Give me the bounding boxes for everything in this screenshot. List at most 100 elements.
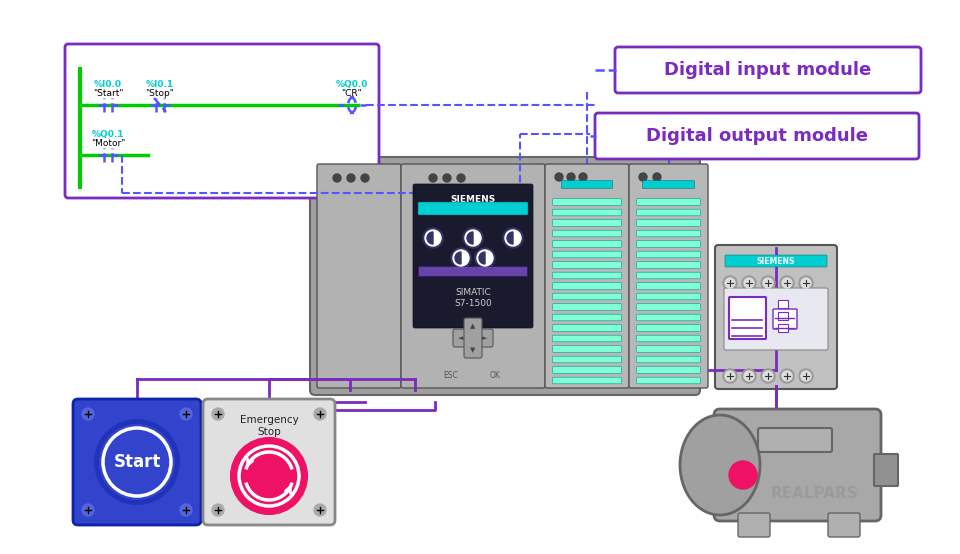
Circle shape <box>761 276 775 290</box>
Circle shape <box>314 408 326 420</box>
FancyBboxPatch shape <box>636 283 700 289</box>
Circle shape <box>457 174 465 182</box>
Text: "Start": "Start" <box>93 89 123 98</box>
Wedge shape <box>455 252 461 264</box>
FancyBboxPatch shape <box>553 314 621 321</box>
Circle shape <box>579 173 587 181</box>
Circle shape <box>742 369 756 383</box>
FancyBboxPatch shape <box>778 300 788 308</box>
Text: Emergency
Stop: Emergency Stop <box>240 415 299 437</box>
Text: ESC: ESC <box>444 371 458 380</box>
FancyBboxPatch shape <box>724 288 828 350</box>
Circle shape <box>314 504 326 516</box>
Circle shape <box>801 278 811 288</box>
FancyBboxPatch shape <box>778 324 788 332</box>
Text: REALPARS: REALPARS <box>771 485 859 500</box>
FancyBboxPatch shape <box>636 367 700 373</box>
Circle shape <box>725 371 735 381</box>
Text: ▲: ▲ <box>470 323 476 329</box>
FancyBboxPatch shape <box>553 199 621 206</box>
FancyBboxPatch shape <box>553 230 621 237</box>
FancyBboxPatch shape <box>642 181 694 188</box>
FancyBboxPatch shape <box>636 377 700 384</box>
FancyBboxPatch shape <box>553 251 621 258</box>
Circle shape <box>231 438 307 514</box>
FancyBboxPatch shape <box>636 261 700 268</box>
FancyBboxPatch shape <box>553 335 621 342</box>
FancyBboxPatch shape <box>729 297 766 339</box>
FancyBboxPatch shape <box>636 314 700 321</box>
Wedge shape <box>507 232 513 244</box>
FancyBboxPatch shape <box>738 513 770 537</box>
FancyBboxPatch shape <box>828 513 860 537</box>
FancyBboxPatch shape <box>553 209 621 216</box>
Text: SIMATIC
S7-1500: SIMATIC S7-1500 <box>454 288 492 309</box>
FancyBboxPatch shape <box>874 454 898 486</box>
FancyBboxPatch shape <box>562 181 612 188</box>
FancyBboxPatch shape <box>715 245 837 389</box>
FancyBboxPatch shape <box>401 164 545 388</box>
Text: "Stop": "Stop" <box>146 89 175 98</box>
Circle shape <box>212 408 224 420</box>
FancyBboxPatch shape <box>636 356 700 363</box>
Circle shape <box>423 228 443 248</box>
FancyBboxPatch shape <box>413 184 533 328</box>
FancyBboxPatch shape <box>636 251 700 258</box>
Circle shape <box>723 369 737 383</box>
Circle shape <box>653 173 661 181</box>
FancyBboxPatch shape <box>636 335 700 342</box>
Circle shape <box>780 276 794 290</box>
Text: OK: OK <box>490 371 500 380</box>
Circle shape <box>333 174 341 182</box>
FancyBboxPatch shape <box>418 202 528 215</box>
Circle shape <box>453 250 469 266</box>
FancyBboxPatch shape <box>553 377 621 384</box>
FancyBboxPatch shape <box>615 47 921 93</box>
Circle shape <box>639 173 647 181</box>
Text: ▼: ▼ <box>470 347 476 353</box>
Text: %I0.0: %I0.0 <box>94 80 122 89</box>
Circle shape <box>744 371 754 381</box>
Circle shape <box>429 174 437 182</box>
Text: "CR": "CR" <box>342 89 362 98</box>
FancyBboxPatch shape <box>636 209 700 216</box>
FancyBboxPatch shape <box>553 293 621 300</box>
Circle shape <box>801 371 811 381</box>
Circle shape <box>567 173 575 181</box>
Text: SIEMENS: SIEMENS <box>756 257 795 265</box>
Text: Start: Start <box>113 453 160 471</box>
FancyBboxPatch shape <box>553 304 621 310</box>
FancyBboxPatch shape <box>73 399 201 525</box>
FancyBboxPatch shape <box>553 261 621 268</box>
Circle shape <box>761 369 775 383</box>
Circle shape <box>180 504 192 516</box>
Circle shape <box>361 174 369 182</box>
Circle shape <box>465 230 481 246</box>
Circle shape <box>82 408 94 420</box>
Circle shape <box>477 250 493 266</box>
FancyBboxPatch shape <box>714 409 881 521</box>
Circle shape <box>463 228 483 248</box>
Text: Digital input module: Digital input module <box>664 61 872 79</box>
Circle shape <box>505 230 521 246</box>
Circle shape <box>94 419 180 505</box>
Circle shape <box>475 248 495 268</box>
Wedge shape <box>467 232 473 244</box>
Wedge shape <box>427 232 433 244</box>
FancyBboxPatch shape <box>553 240 621 247</box>
FancyBboxPatch shape <box>553 356 621 363</box>
Circle shape <box>82 504 94 516</box>
FancyBboxPatch shape <box>553 325 621 331</box>
Text: Digital output module: Digital output module <box>646 127 868 145</box>
FancyBboxPatch shape <box>553 272 621 279</box>
Text: %Q0.1: %Q0.1 <box>92 130 124 139</box>
FancyBboxPatch shape <box>636 230 700 237</box>
FancyBboxPatch shape <box>773 309 797 329</box>
FancyBboxPatch shape <box>553 283 621 289</box>
FancyBboxPatch shape <box>310 157 700 395</box>
Circle shape <box>99 424 175 500</box>
FancyBboxPatch shape <box>636 293 700 300</box>
Circle shape <box>503 228 523 248</box>
Text: "Motor": "Motor" <box>91 139 125 148</box>
Text: ►: ► <box>482 335 488 341</box>
